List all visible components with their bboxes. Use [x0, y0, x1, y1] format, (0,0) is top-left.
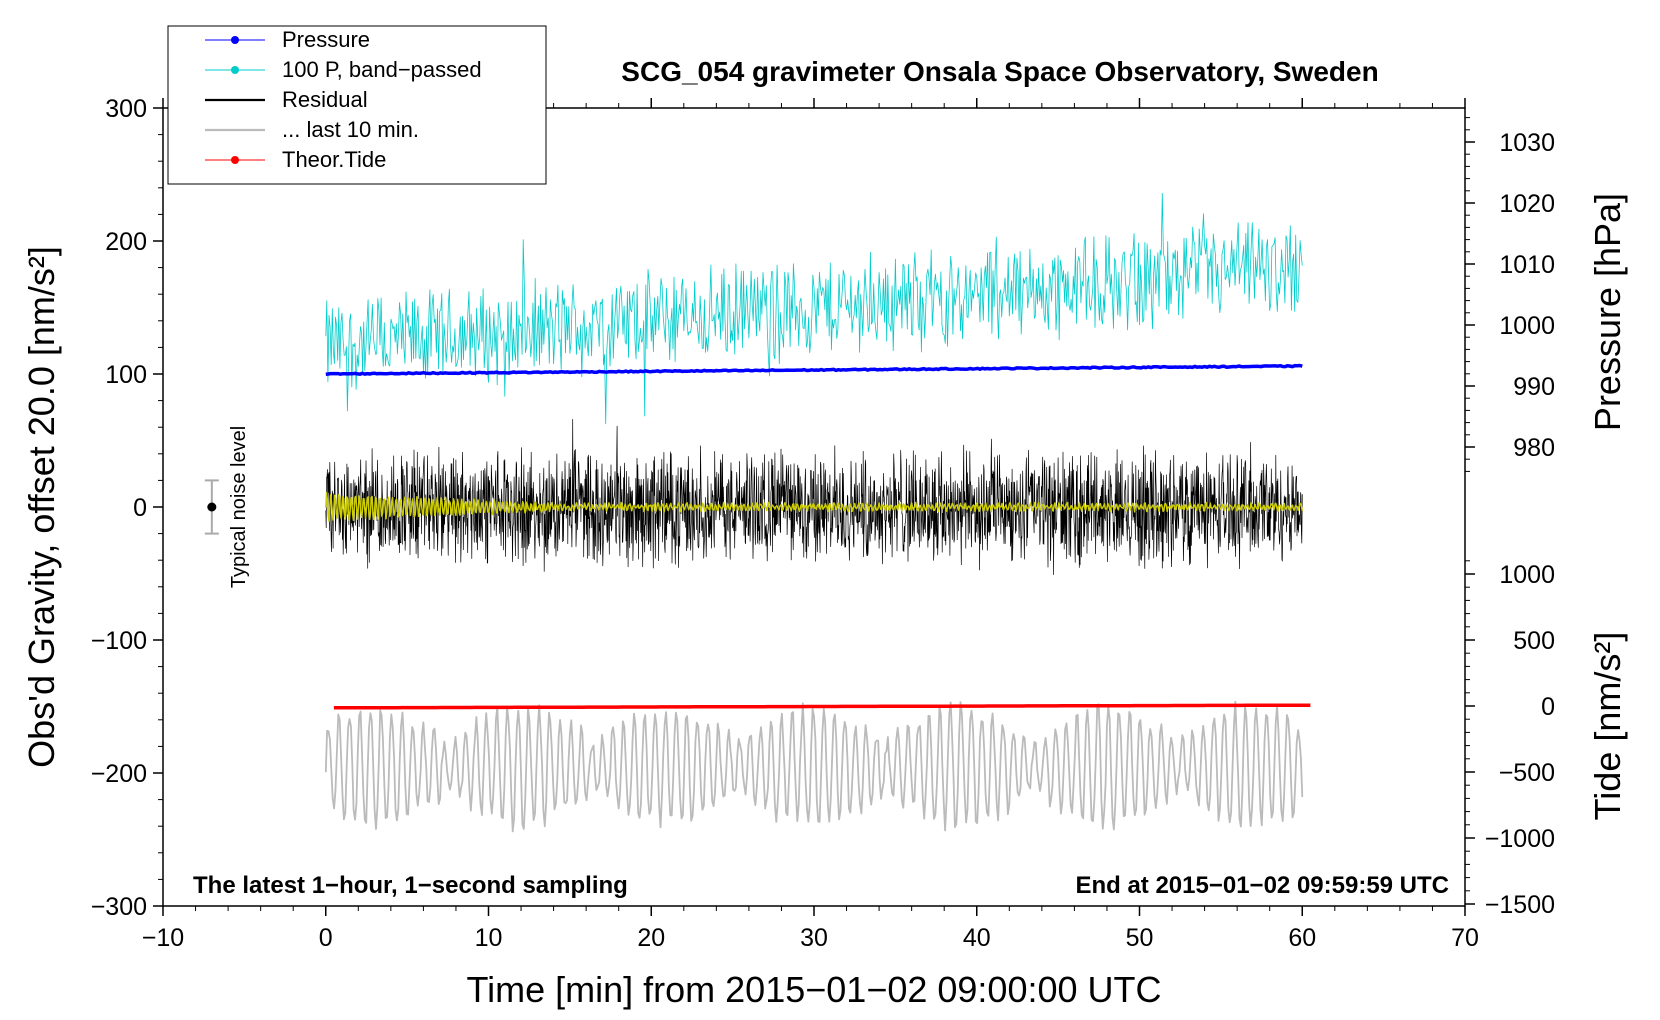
x-tick-label: 50 — [1126, 924, 1154, 952]
pressure-tick-label: 990 — [1513, 373, 1555, 401]
x-tick-label: −10 — [142, 924, 184, 952]
x-tick-label: 40 — [963, 924, 991, 952]
series-residual-smoothed — [325, 491, 1304, 522]
series-layer — [324, 192, 1311, 833]
y-tick-label: 0 — [133, 494, 147, 522]
legend-marker — [231, 156, 239, 164]
legend: Pressure 100 P, band−passed Residual ... la… — [167, 25, 547, 185]
tide-tick-label: 1000 — [1499, 561, 1555, 589]
legend-label: 100 P, band−passed — [282, 57, 482, 82]
tide-tick-label: 500 — [1513, 627, 1555, 655]
y-tick-label: 100 — [105, 361, 147, 389]
x-tick-label: 0 — [319, 924, 333, 952]
tide-tick-label: −500 — [1499, 759, 1555, 787]
series-pressure — [325, 363, 1303, 376]
chart-title: SCG_054 gravimeter Onsala Space Observat… — [621, 56, 1378, 87]
note-end-time: End at 2015−01−02 09:59:59 UTC — [1075, 872, 1449, 899]
series-residual — [325, 418, 1303, 575]
legend-label: Residual — [282, 87, 368, 112]
noise-dot — [207, 502, 217, 512]
y-tick-label: −300 — [91, 893, 147, 921]
x-tick-label: 70 — [1451, 924, 1479, 952]
y-tick-label: 300 — [105, 95, 147, 123]
legend-label: Theor.Tide — [282, 147, 386, 172]
x-axis-label: Time [min] from 2015−01−02 09:00:00 UTC — [466, 969, 1161, 1010]
pressure-tick-label: 1030 — [1499, 129, 1555, 157]
tide-tick-label: −1000 — [1485, 825, 1555, 853]
x-tick-label: 30 — [800, 924, 828, 952]
legend-marker — [231, 66, 239, 74]
y-axis-label-tide: Tide [nm/s²] — [1587, 632, 1628, 821]
legend-label: Pressure — [282, 27, 370, 52]
pressure-tick-label: 1010 — [1499, 251, 1555, 279]
y-tick-label: −200 — [91, 760, 147, 788]
legend-marker — [231, 36, 239, 44]
series-theor-tide — [333, 703, 1311, 710]
axes-layer: −10 0 10 20 30 40 50 60 70−300−200−1000100200300… — [91, 95, 1555, 952]
pressure-tick-label: 980 — [1513, 434, 1555, 462]
y-axis-label-left: Obs'd Gravity, offset 20.0 [nm/s²] — [21, 246, 62, 768]
tide-tick-label: 0 — [1541, 693, 1555, 721]
noise-label: Typical noise level — [228, 426, 250, 588]
tide-tick-label: −1500 — [1485, 891, 1555, 919]
noise-indicator: Typical noise level — [204, 426, 250, 588]
y-tick-label: −100 — [91, 627, 147, 655]
series-last-10-min — [324, 700, 1304, 833]
legend-label: ... last 10 min. — [282, 117, 419, 142]
y-axis-label-pressure: Pressure [hPa] — [1587, 193, 1628, 431]
x-tick-label: 20 — [637, 924, 665, 952]
x-tick-label: 10 — [475, 924, 503, 952]
x-tick-label: 60 — [1288, 924, 1316, 952]
legend-box — [167, 25, 547, 185]
pressure-tick-label: 1000 — [1499, 312, 1555, 340]
series-bandpassed-pressure — [325, 192, 1303, 425]
pressure-tick-label: 1020 — [1499, 190, 1555, 218]
note-sampling: The latest 1−hour, 1−second sampling — [193, 872, 628, 899]
y-tick-label: 200 — [105, 228, 147, 256]
